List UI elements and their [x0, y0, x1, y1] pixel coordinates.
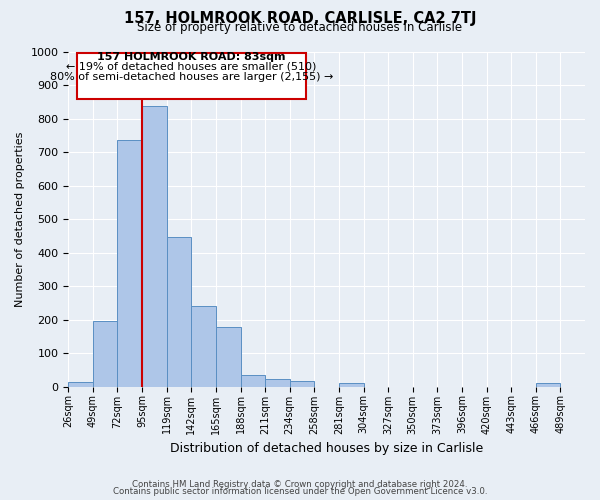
- Bar: [265, 380, 290, 386]
- Bar: [118, 140, 142, 386]
- FancyBboxPatch shape: [77, 52, 306, 100]
- Text: Contains public sector information licensed under the Open Government Licence v3: Contains public sector information licen…: [113, 487, 487, 496]
- Bar: [241, 375, 265, 386]
- Bar: [191, 306, 216, 386]
- Text: 80% of semi-detached houses are larger (2,155) →: 80% of semi-detached houses are larger (…: [50, 72, 333, 82]
- Bar: [142, 106, 167, 386]
- X-axis label: Distribution of detached houses by size in Carlisle: Distribution of detached houses by size …: [170, 442, 483, 455]
- Bar: [536, 382, 560, 386]
- Bar: [167, 237, 191, 386]
- Bar: [290, 381, 314, 386]
- Text: ← 19% of detached houses are smaller (510): ← 19% of detached houses are smaller (51…: [66, 62, 316, 72]
- Text: 157, HOLMROOK ROAD, CARLISLE, CA2 7TJ: 157, HOLMROOK ROAD, CARLISLE, CA2 7TJ: [124, 11, 476, 26]
- Text: Size of property relative to detached houses in Carlisle: Size of property relative to detached ho…: [137, 22, 463, 35]
- Text: Contains HM Land Registry data © Crown copyright and database right 2024.: Contains HM Land Registry data © Crown c…: [132, 480, 468, 489]
- Bar: [68, 382, 93, 386]
- Bar: [216, 327, 241, 386]
- Bar: [93, 322, 118, 386]
- Text: 157 HOLMROOK ROAD: 83sqm: 157 HOLMROOK ROAD: 83sqm: [97, 52, 286, 62]
- Bar: [339, 382, 364, 386]
- Y-axis label: Number of detached properties: Number of detached properties: [15, 132, 25, 307]
